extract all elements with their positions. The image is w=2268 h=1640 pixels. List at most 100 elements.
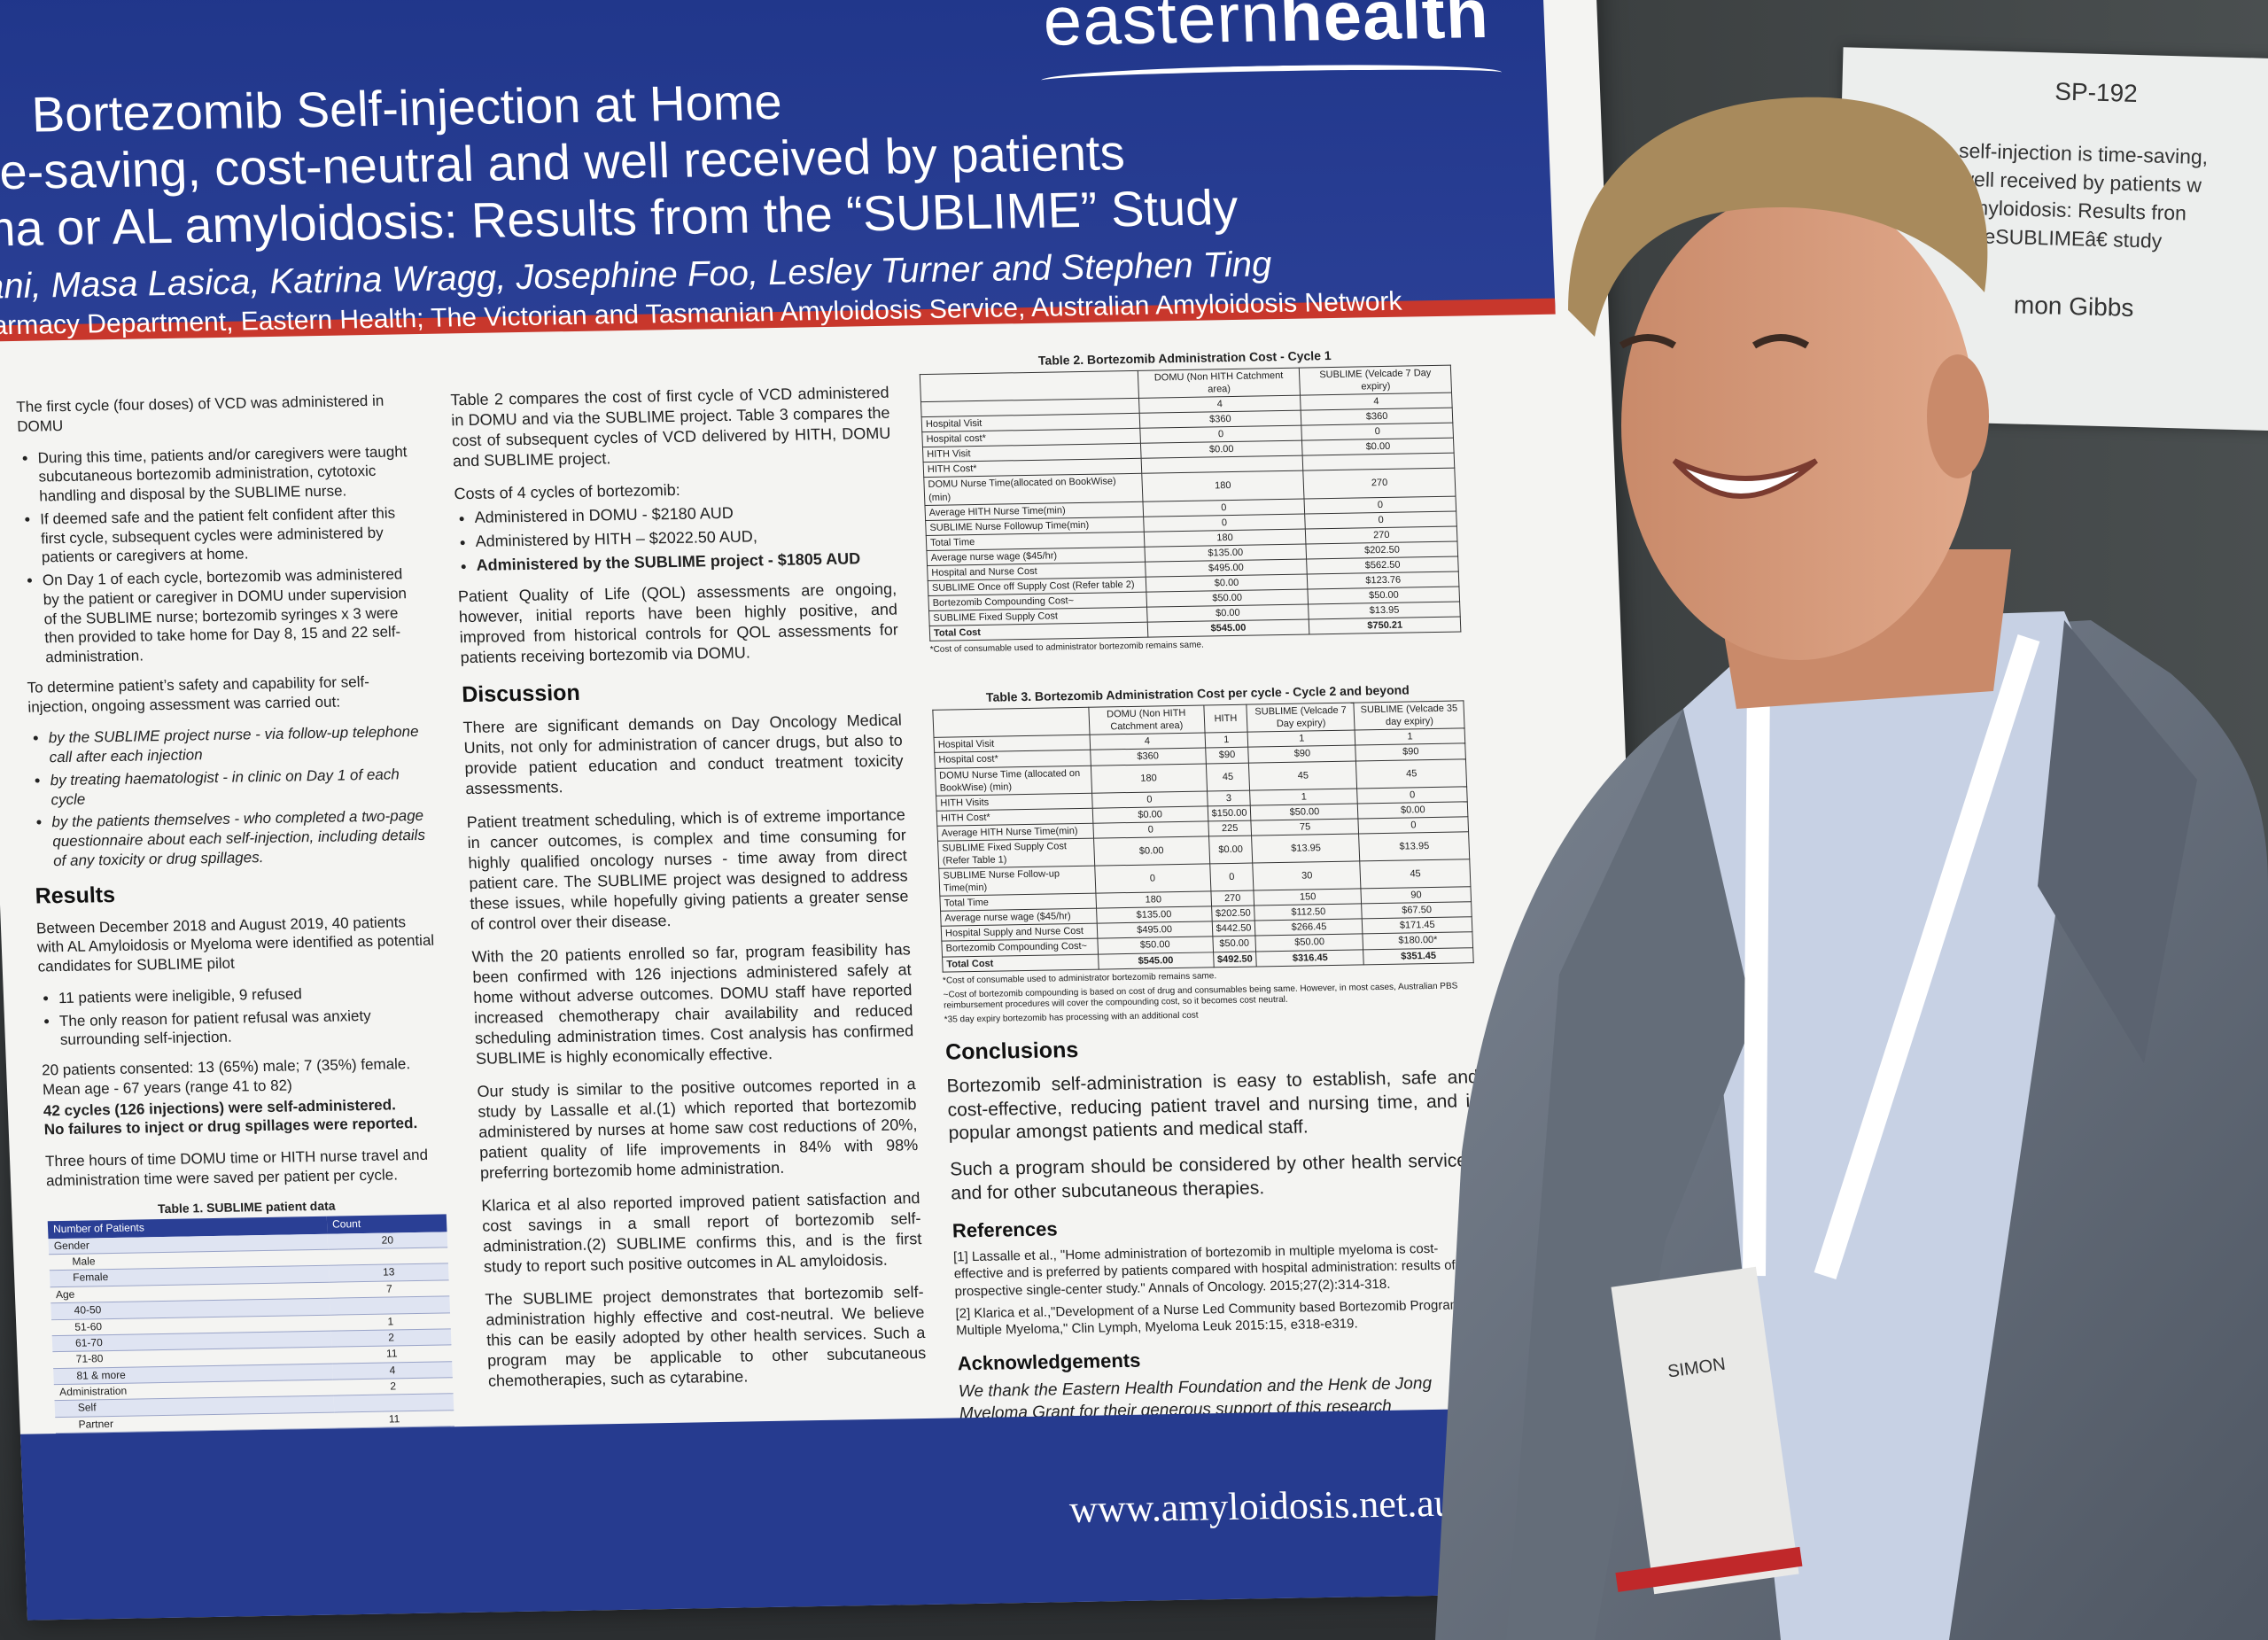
table-value-cell: $442.50 — [1211, 921, 1256, 937]
table-value-cell: 30 — [1253, 861, 1362, 891]
cost-item: Administered by the SUBLIME project - $1… — [476, 548, 896, 576]
table1-count-cell: 2 — [332, 1377, 454, 1396]
table-label-cell: DOMU Nurse Time(allocated on BookWise)(m… — [923, 473, 1143, 506]
references-heading: References — [951, 1217, 1059, 1242]
table-label-cell: Total Cost — [942, 953, 1099, 972]
costs-list: Administered in DOMU - $2180 AUD Adminis… — [454, 501, 896, 577]
poster-number-sign: SP-192 mib self-injection is time-saving… — [1833, 47, 2268, 431]
table-label-cell: Total Cost — [929, 622, 1148, 641]
table-value-cell: $90 — [1355, 743, 1466, 761]
table1-count-cell: 13 — [328, 1263, 449, 1283]
table-value-cell: $0.00 — [1093, 836, 1210, 867]
poster-column-3: Table 2. Bortezomib Administration Cost … — [919, 346, 1492, 1437]
table-value-cell: 75 — [1251, 818, 1360, 836]
table-value-cell: 45 — [1205, 762, 1250, 791]
table-value-cell: 270 — [1210, 890, 1254, 907]
table-value-cell: $50.00 — [1212, 936, 1256, 952]
table3-header: SUBLIME (Velcade 7 Day expiry) — [1247, 703, 1355, 733]
methods-item: During this time, patients and/or caregi… — [37, 442, 419, 507]
logo-text-light: eastern — [1041, 0, 1282, 60]
safety-list: by the SUBLIME project nurse - via follo… — [28, 722, 432, 871]
sign-code: SP-192 — [2054, 77, 2139, 107]
table-value-cell: $13.95 — [1251, 833, 1361, 864]
safety-item: by treating haematologist - in clinic on… — [50, 765, 431, 810]
table-value-cell: 225 — [1208, 820, 1252, 836]
methods-intro: The first cycle (four doses) of VCD was … — [16, 392, 384, 435]
table-value-cell: 0 — [1094, 863, 1211, 894]
sign-line: â€œSUBLIMEâ€ study — [1953, 223, 2163, 253]
table-value-cell: 0 — [1357, 786, 1468, 804]
poster-column-2: Table 2 compares the cost of first cycle… — [450, 383, 928, 1404]
table2-header: DOMU (Non HITH Catchment area) — [1137, 368, 1301, 399]
table-value-cell: 0 — [1209, 863, 1254, 892]
discussion-heading: Discussion — [461, 680, 581, 708]
table-value-cell: 180 — [1141, 470, 1305, 501]
sign-line: mib self-injection is time-saving, — [1920, 137, 2209, 169]
discussion-paragraph: There are significant demands on Day Onc… — [462, 711, 904, 798]
discussion-paragraph: Klarica et al also reported improved pat… — [481, 1189, 922, 1276]
sign-line: r AL amyloidosis: Results fron — [1918, 194, 2187, 225]
poster-footer-url: www.amyloidosis.net.au — [1068, 1481, 1455, 1532]
eastern-health-logo: easternhealth — [1042, 0, 1490, 62]
results-heading: Results — [35, 882, 116, 909]
methods-list: During this time, patients and/or caregi… — [18, 442, 425, 668]
table-value-cell: $351.45 — [1363, 947, 1474, 965]
table-value-cell: $50.00 — [1250, 803, 1359, 820]
table-value-cell: 0 — [1358, 816, 1469, 834]
methods-item: If deemed safe and the patient felt conf… — [40, 503, 422, 568]
costs-intro: Costs of 4 cycles of bortezomib: — [454, 480, 681, 503]
qol-paragraph: Patient Quality of Life (QOL) assessment… — [457, 579, 899, 667]
table-label-cell: SUBLIME Nurse Follow-up Time(min) — [938, 866, 1096, 897]
results-paragraph: 20 patients consented: 13 (65%) male; 7 … — [41, 1055, 411, 1099]
cost-item: Administered in DOMU - $2180 AUD — [474, 501, 894, 528]
results-list: 11 patients were ineligible, 9 refused T… — [39, 982, 440, 1050]
table-value-cell: 45 — [1360, 859, 1471, 890]
table-value-cell: $112.50 — [1254, 904, 1363, 921]
methods-item: On Day 1 of each cycle, bortezomib was a… — [43, 564, 425, 667]
table3-header: HITH — [1203, 704, 1248, 734]
table-value-cell: 45 — [1248, 760, 1358, 790]
results-item: The only reason for patient refusal was … — [59, 1005, 440, 1050]
conclusions-paragraph: Such a program should be considered by o… — [949, 1150, 1482, 1204]
table-value-cell: 90 — [1361, 886, 1472, 905]
table-value-cell: $180.00* — [1363, 932, 1473, 950]
table-value-cell: $266.45 — [1254, 919, 1363, 937]
logo-text-bold: health — [1278, 0, 1491, 57]
table-value-cell: 45 — [1355, 758, 1467, 789]
table-value-cell: 1 — [1249, 788, 1358, 805]
table-value-cell: 270 — [1303, 468, 1456, 499]
discussion-paragraph: Patient treatment scheduling, which is o… — [466, 804, 909, 933]
table-value-cell: 180 — [1090, 763, 1208, 793]
table1-count-cell — [333, 1394, 454, 1412]
tables-intro: Table 2 compares the cost of first cycle… — [450, 383, 891, 470]
conclusions-heading: Conclusions — [944, 1037, 1079, 1065]
table-value-cell: $750.21 — [1309, 617, 1461, 635]
table-value-cell: $316.45 — [1255, 949, 1364, 967]
table1-count-cell: 1 — [330, 1312, 451, 1332]
table1-count-cell: 11 — [334, 1410, 454, 1429]
table3-header — [932, 707, 1090, 738]
results-paragraph: Three hours of time DOMU time or HITH nu… — [44, 1146, 429, 1190]
table-value-cell: $90 — [1248, 745, 1356, 763]
table2-header: SUBLIME (Velcade 7 Day expiry) — [1299, 365, 1452, 396]
poster-column-1: The first cycle (four doses) of VCD was … — [16, 391, 455, 1450]
table-value-cell: $202.50 — [1211, 905, 1255, 922]
table3-header: DOMU (Non HITH Catchment area) — [1088, 705, 1205, 735]
table1-count-cell: 2 — [330, 1328, 452, 1348]
table-value-cell: 1 — [1247, 730, 1356, 748]
reference-item: [2] Klarica et al.,"Development of a Nur… — [955, 1296, 1481, 1339]
sign-presenter-name: mon Gibbs — [2013, 291, 2134, 322]
table-value-cell: $0.00 — [1208, 835, 1254, 864]
results-item: 11 patients were ineligible, 9 refused — [58, 982, 439, 1007]
table1-count-cell: 7 — [329, 1279, 450, 1299]
table3-header: SUBLIME (Velcade 35 day expiry) — [1354, 701, 1465, 731]
table-value-cell: $90 — [1205, 747, 1249, 764]
table-label-cell: SUBLIME Fixed Supply Cost (Refer Table 1… — [937, 838, 1095, 869]
reference-item: [1] Lassalle et al., "Home administratio… — [952, 1241, 1467, 1299]
discussion-paragraph: Our study is similar to the positive out… — [477, 1075, 919, 1182]
safety-item: by the patients themselves - who complet… — [51, 806, 433, 871]
table-value-cell: $171.45 — [1362, 917, 1472, 935]
table1-count-cell — [328, 1247, 448, 1266]
table1-header: Count — [326, 1214, 447, 1234]
